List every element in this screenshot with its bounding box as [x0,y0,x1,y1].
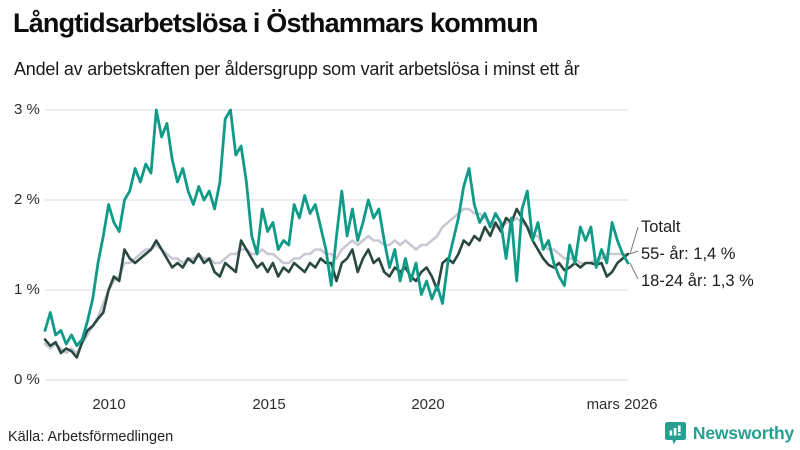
x-tick-2020: 2020 [411,396,445,413]
x-tick-2010: 2010 [92,396,126,413]
x-tick-2015: 2015 [252,396,286,413]
end-label-55-ar: 55- år: 1,4 % [641,245,736,263]
end-label-totalt: Totalt [641,218,681,236]
page-subtitle: Andel av arbetskraften per åldersgrupp s… [14,59,580,79]
page-title: Långtidsarbetslösa i Östhammars kommun [13,8,539,38]
y-tick-2: 2 % [14,191,40,208]
y-tick-0: 0 % [14,371,40,388]
y-tick-3: 3 % [14,101,40,118]
newsworthy-brand[interactable]: Newsworthy [664,421,794,445]
newsworthy-logo-icon [664,422,686,445]
newsworthy-wordmark: Newsworthy [692,422,794,443]
y-tick-1: 1 % [14,281,40,298]
source-note: Källa: Arbetsförmedlingen [8,429,174,445]
x-tick-mars-2026: mars 2026 [586,396,658,413]
end-label-18-24-ar: 18-24 år: 1,3 % [641,272,754,290]
